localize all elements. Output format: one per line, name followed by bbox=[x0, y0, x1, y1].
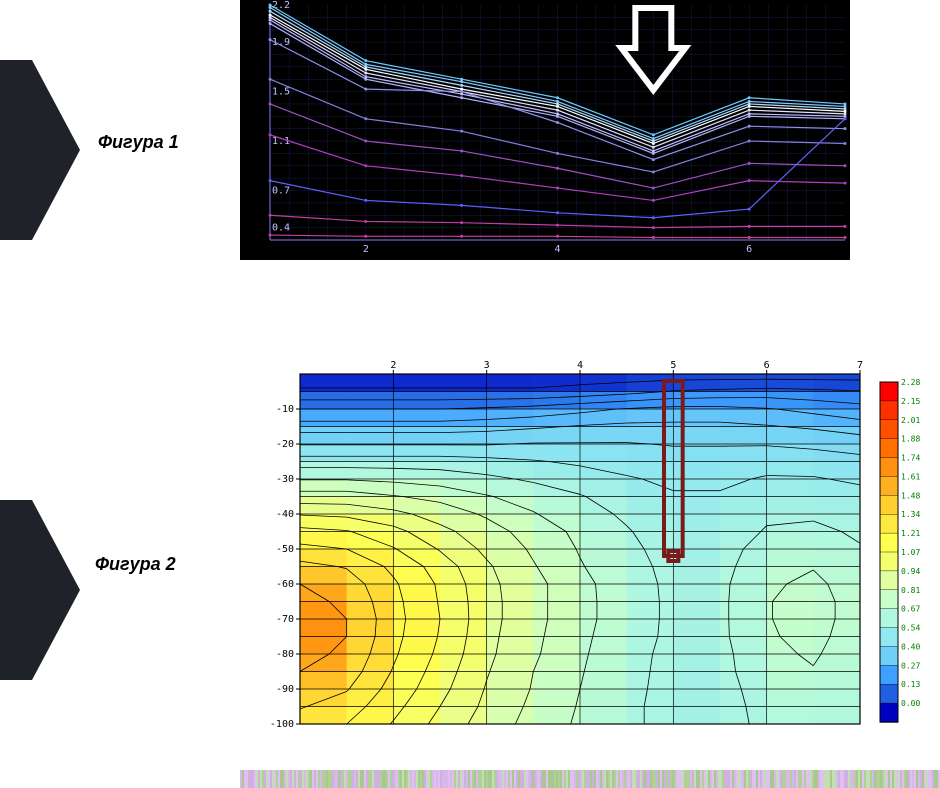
svg-text:1.48: 1.48 bbox=[901, 491, 920, 500]
svg-text:0.27: 0.27 bbox=[901, 661, 920, 670]
contour-heatmap: 2 3 4 5 6 7 -10 -20 -30 -40 -50 -60 -70 -80 -90 -100 2.2… bbox=[240, 352, 940, 742]
line-chart-svg: 0.40.71.11.51.92.2246 bbox=[240, 0, 850, 260]
svg-text:6: 6 bbox=[764, 360, 770, 371]
svg-text:3: 3 bbox=[484, 360, 490, 371]
svg-text:1.34: 1.34 bbox=[901, 510, 920, 519]
svg-text:0.94: 0.94 bbox=[901, 567, 920, 576]
svg-text:-70: -70 bbox=[276, 614, 294, 625]
svg-text:0.81: 0.81 bbox=[901, 586, 920, 595]
svg-text:1.21: 1.21 bbox=[901, 529, 920, 538]
svg-text:1.74: 1.74 bbox=[901, 454, 920, 463]
line-chart: 0.40.71.11.51.92.2246 bbox=[240, 0, 850, 260]
svg-text:-30: -30 bbox=[276, 474, 294, 485]
contour-heatmap-svg: 2 3 4 5 6 7 -10 -20 -30 -40 -50 -60 -70 -80 -90 -100 2.2… bbox=[240, 352, 940, 742]
svg-text:-10: -10 bbox=[276, 404, 294, 415]
svg-text:2.28: 2.28 bbox=[901, 378, 920, 387]
svg-text:-60: -60 bbox=[276, 579, 294, 590]
svg-text:-40: -40 bbox=[276, 509, 294, 520]
svg-text:1.07: 1.07 bbox=[901, 548, 920, 557]
svg-text:2: 2 bbox=[390, 360, 396, 371]
figure-2-label: Фигура 2 bbox=[95, 554, 176, 575]
svg-text:-80: -80 bbox=[276, 649, 294, 660]
svg-text:6: 6 bbox=[746, 244, 752, 255]
svg-text:4: 4 bbox=[555, 244, 561, 255]
svg-text:1.5: 1.5 bbox=[272, 87, 290, 98]
pointer-shape-1 bbox=[0, 60, 80, 240]
svg-text:5: 5 bbox=[670, 360, 676, 371]
noise-strip bbox=[240, 770, 940, 788]
svg-text:0.67: 0.67 bbox=[901, 605, 920, 614]
svg-text:2.01: 2.01 bbox=[901, 416, 920, 425]
svg-text:0.4: 0.4 bbox=[272, 223, 290, 234]
svg-text:-20: -20 bbox=[276, 439, 294, 450]
svg-text:1.1: 1.1 bbox=[272, 136, 290, 147]
svg-text:1.88: 1.88 bbox=[901, 435, 920, 444]
figure-1-label: Фигура 1 bbox=[98, 132, 179, 153]
svg-text:7: 7 bbox=[857, 360, 863, 371]
svg-text:2: 2 bbox=[363, 244, 369, 255]
pointer-shape-2 bbox=[0, 500, 80, 680]
svg-text:0.00: 0.00 bbox=[901, 699, 920, 708]
svg-text:4: 4 bbox=[577, 360, 583, 371]
svg-text:0.7: 0.7 bbox=[272, 186, 290, 197]
svg-text:-50: -50 bbox=[276, 544, 294, 555]
svg-text:0.13: 0.13 bbox=[901, 680, 920, 689]
svg-text:0.54: 0.54 bbox=[901, 624, 920, 633]
svg-text:-100: -100 bbox=[270, 719, 294, 730]
svg-text:0.40: 0.40 bbox=[901, 642, 920, 651]
svg-text:-90: -90 bbox=[276, 684, 294, 695]
svg-text:2.2: 2.2 bbox=[272, 0, 290, 11]
svg-text:1.61: 1.61 bbox=[901, 472, 920, 481]
svg-text:2.15: 2.15 bbox=[901, 397, 920, 406]
